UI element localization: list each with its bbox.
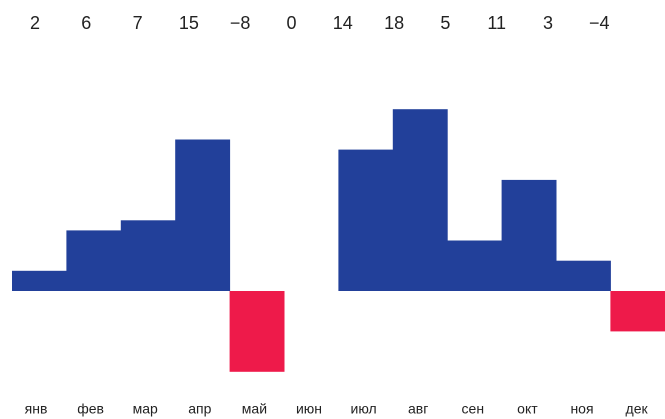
value-label: 18	[384, 13, 404, 33]
value-label: 5	[440, 13, 450, 33]
x-tick-label: июн	[296, 401, 322, 417]
bar	[338, 149, 394, 291]
value-label: 7	[133, 13, 143, 33]
bar	[501, 179, 557, 291]
value-label: −4	[589, 13, 610, 33]
x-tick-label: окт	[517, 401, 538, 417]
bar	[120, 220, 176, 291]
value-label: 0	[286, 13, 296, 33]
bar	[66, 230, 122, 291]
value-label: 14	[333, 13, 353, 33]
x-tick-label: май	[242, 401, 267, 417]
bar	[12, 270, 67, 291]
bar	[610, 291, 665, 332]
value-label: 6	[81, 13, 91, 33]
x-tick-label: янв	[25, 401, 48, 417]
bar	[556, 260, 611, 291]
x-tick-label: апр	[188, 401, 211, 417]
bar	[175, 139, 231, 291]
value-label: 3	[543, 13, 553, 33]
x-tick-label: ноя	[570, 401, 593, 417]
value-label: 2	[30, 13, 40, 33]
x-tick-label: авг	[408, 401, 428, 417]
x-tick-label: мар	[133, 401, 158, 417]
value-label: −8	[230, 13, 251, 33]
x-tick-label: дек	[626, 401, 649, 417]
value-label: 11	[487, 13, 506, 33]
value-label: 15	[179, 13, 199, 33]
x-tick-label: сен	[462, 401, 485, 417]
bar	[229, 291, 285, 372]
bar	[392, 109, 448, 291]
bar	[447, 240, 503, 291]
x-tick-label: июл	[351, 401, 377, 417]
x-tick-label: фев	[77, 401, 104, 417]
